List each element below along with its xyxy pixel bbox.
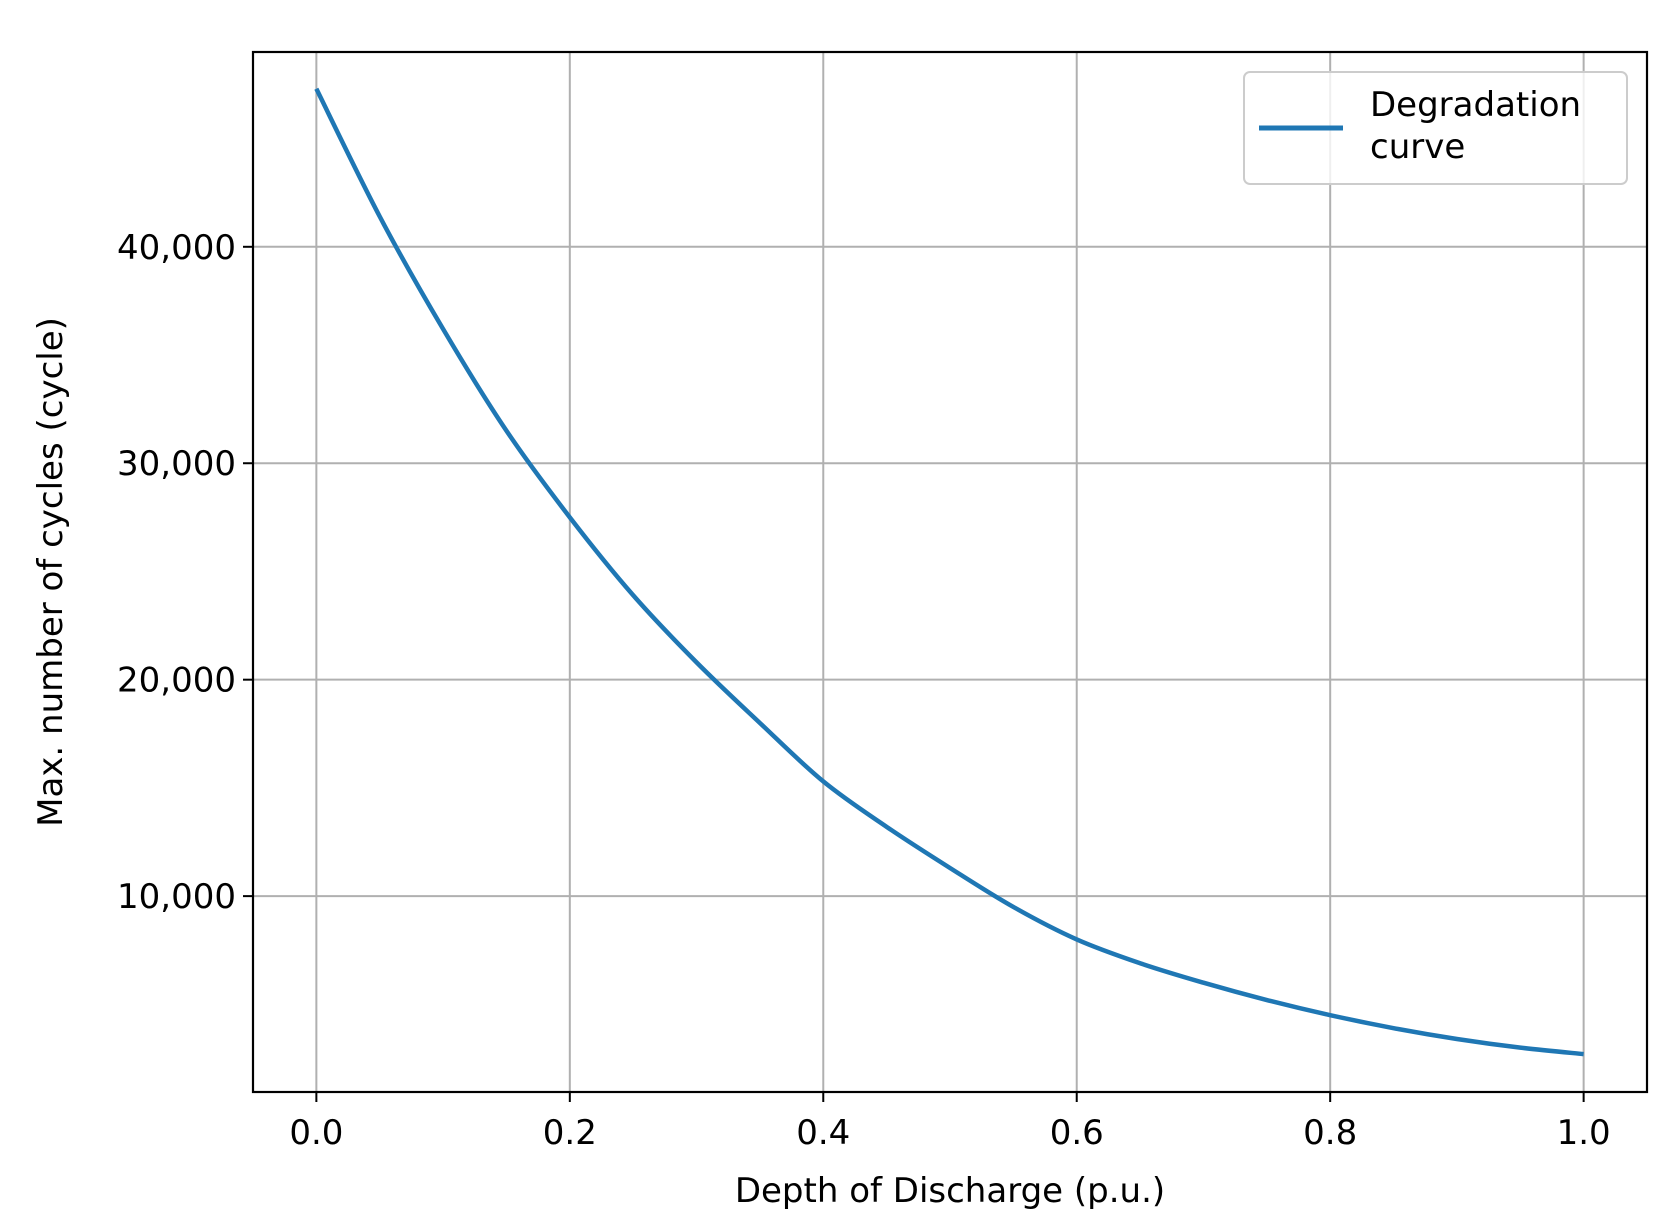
x-tick-label: 0.4 xyxy=(796,1113,850,1153)
x-tick-label: 0.2 xyxy=(543,1113,597,1153)
series-layer xyxy=(314,87,1584,1057)
series-line-degradation-curve xyxy=(314,87,1584,1057)
tick-labels: 0.0 0.2 0.4 0.6 0.8 1.0 10,000 20,000 30,000 40,0… xyxy=(117,228,1611,1153)
y-axis-label: Max. number of cycles (cycle) xyxy=(31,317,71,827)
legend-label-line-2: curve xyxy=(1370,127,1465,167)
legend-label-line-1: Degradation xyxy=(1370,85,1581,125)
plot-frame xyxy=(251,50,1649,1094)
y-tick-label: 40,000 xyxy=(117,228,236,268)
y-tick-label: 30,000 xyxy=(117,444,236,484)
x-tick-label: 1.0 xyxy=(1557,1113,1611,1153)
x-tick-label: 0.0 xyxy=(289,1113,343,1153)
legend-box xyxy=(1243,71,1628,185)
legend: Degradation curve xyxy=(1243,71,1628,185)
tick-marks xyxy=(243,245,1585,1102)
x-axis-label: Depth of Discharge (p.u.) xyxy=(735,1171,1165,1211)
x-tick-label: 0.8 xyxy=(1303,1113,1357,1153)
x-tick-label: 0.6 xyxy=(1050,1113,1104,1153)
y-tick-label: 10,000 xyxy=(117,877,236,917)
grid-lines xyxy=(253,52,1647,1092)
y-tick-label: 20,000 xyxy=(117,661,236,701)
